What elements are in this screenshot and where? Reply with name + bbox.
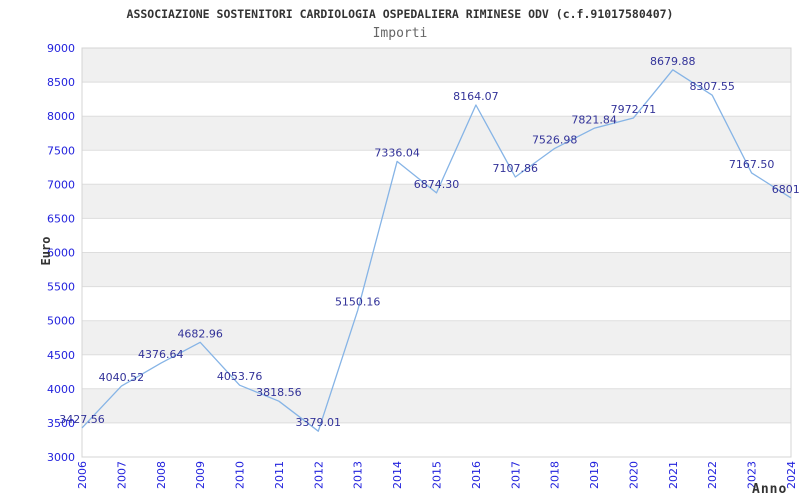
svg-text:2009: 2009 (194, 461, 207, 489)
svg-text:6500: 6500 (47, 212, 75, 225)
chart-title: ASSOCIAZIONE SOSTENITORI CARDIOLOGIA OSP… (126, 7, 674, 21)
svg-text:9000: 9000 (47, 42, 75, 55)
svg-text:2022: 2022 (706, 461, 719, 489)
svg-text:7526.98: 7526.98 (532, 133, 578, 146)
svg-text:2023: 2023 (746, 461, 759, 489)
svg-text:7972.71: 7972.71 (611, 103, 657, 116)
svg-text:2019: 2019 (588, 461, 601, 489)
svg-text:5150.16: 5150.16 (335, 295, 381, 308)
svg-text:2012: 2012 (312, 461, 325, 489)
svg-text:8500: 8500 (47, 76, 75, 89)
svg-text:2008: 2008 (155, 461, 168, 489)
svg-text:7167.50: 7167.50 (729, 158, 775, 171)
x-axis-title: Anno (752, 482, 788, 497)
svg-text:7000: 7000 (47, 178, 75, 191)
svg-text:6000: 6000 (47, 247, 75, 260)
svg-text:3379.01: 3379.01 (296, 416, 342, 429)
svg-text:2011: 2011 (273, 461, 286, 489)
svg-text:2006: 2006 (76, 461, 89, 489)
svg-text:5500: 5500 (47, 281, 75, 294)
svg-text:2018: 2018 (549, 461, 562, 489)
svg-text:6874.30: 6874.30 (414, 178, 460, 191)
svg-text:2014: 2014 (391, 461, 404, 489)
svg-text:2007: 2007 (115, 461, 128, 489)
svg-text:7107.86: 7107.86 (493, 162, 539, 175)
svg-text:8307.55: 8307.55 (689, 80, 735, 93)
svg-text:7500: 7500 (47, 144, 75, 157)
svg-text:7336.04: 7336.04 (374, 146, 420, 159)
y-axis-title: Euro (39, 236, 53, 266)
svg-text:2017: 2017 (509, 461, 522, 489)
svg-text:6801.6: 6801.6 (772, 183, 800, 196)
chart-subtitle: Importi (372, 26, 428, 41)
svg-text:4000: 4000 (47, 383, 75, 396)
svg-text:7821.84: 7821.84 (571, 113, 617, 126)
svg-text:5000: 5000 (47, 315, 75, 328)
svg-text:2024: 2024 (785, 461, 798, 489)
svg-text:2020: 2020 (627, 461, 640, 489)
svg-text:8164.07: 8164.07 (453, 90, 499, 103)
svg-text:3000: 3000 (47, 451, 75, 464)
svg-text:4376.64: 4376.64 (138, 348, 184, 361)
svg-text:8679.88: 8679.88 (650, 55, 696, 68)
svg-text:3500: 3500 (47, 417, 75, 430)
svg-text:4682.96: 4682.96 (177, 327, 223, 340)
svg-text:3427.56: 3427.56 (59, 413, 105, 426)
svg-text:8000: 8000 (47, 110, 75, 123)
svg-text:2010: 2010 (234, 461, 247, 489)
svg-text:4500: 4500 (47, 349, 75, 362)
svg-text:4040.52: 4040.52 (99, 371, 145, 384)
svg-text:3818.56: 3818.56 (256, 386, 302, 399)
svg-text:4053.76: 4053.76 (217, 370, 263, 383)
svg-text:2015: 2015 (431, 461, 444, 489)
svg-text:2016: 2016 (470, 461, 483, 489)
svg-text:2021: 2021 (667, 461, 680, 489)
svg-text:2013: 2013 (352, 461, 365, 489)
